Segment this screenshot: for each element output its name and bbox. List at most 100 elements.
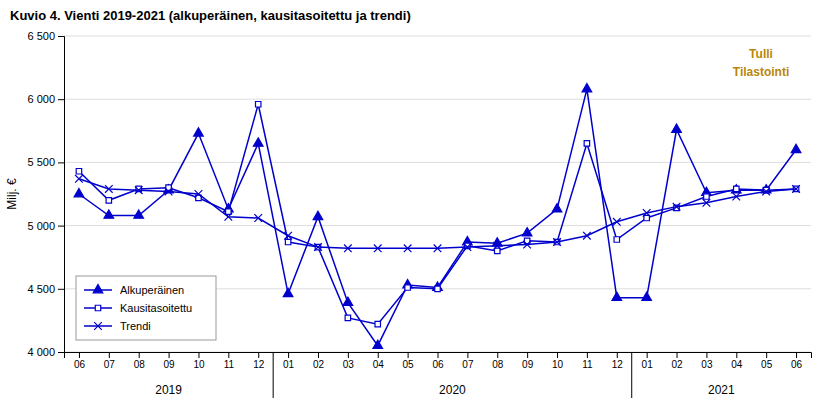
x-tick-label: 09 bbox=[522, 359, 534, 370]
x-tick: 01 bbox=[283, 352, 295, 370]
marker bbox=[762, 188, 770, 196]
line bbox=[79, 179, 796, 249]
x-tick: 11 bbox=[582, 352, 593, 370]
y-tick: 5 500 bbox=[27, 156, 64, 168]
marker bbox=[405, 285, 410, 290]
year-separator bbox=[273, 352, 274, 398]
series bbox=[75, 175, 800, 252]
y-tick-mark bbox=[58, 162, 64, 163]
x-axis-line bbox=[65, 353, 812, 359]
grid-line bbox=[64, 162, 811, 163]
x-tick-label: 03 bbox=[343, 359, 355, 370]
x-tick-label: 09 bbox=[164, 359, 176, 370]
x-tick-label: 04 bbox=[373, 359, 385, 370]
y-tick: 4 500 bbox=[27, 283, 64, 295]
plot: 4 0004 5005 0005 5006 0006 5000607080910… bbox=[27, 30, 811, 398]
legend-marker bbox=[95, 305, 100, 310]
marker bbox=[703, 199, 711, 207]
x-tick-label: 08 bbox=[492, 359, 504, 370]
marker bbox=[134, 210, 144, 218]
marker bbox=[673, 203, 681, 211]
y-tick-label: 4 000 bbox=[27, 346, 55, 358]
x-tick-mark bbox=[706, 352, 707, 358]
series bbox=[74, 84, 801, 349]
x-tick: 06 bbox=[432, 352, 444, 370]
y-tick-label: 5 500 bbox=[27, 156, 55, 168]
y-tick-mark bbox=[58, 36, 64, 37]
x-tick-mark bbox=[766, 352, 767, 358]
marker bbox=[642, 292, 652, 300]
legend-label: Kausitasoitettu bbox=[120, 302, 192, 314]
x-tick-label: 02 bbox=[313, 359, 325, 370]
marker bbox=[253, 138, 263, 146]
marker bbox=[464, 243, 472, 251]
x-tick-label: 06 bbox=[74, 359, 86, 370]
y-tick-mark bbox=[58, 289, 64, 290]
marker bbox=[435, 286, 440, 291]
marker bbox=[552, 204, 562, 212]
x-tick-label: 04 bbox=[731, 359, 743, 370]
y-axis-title: Milj. € bbox=[5, 178, 19, 210]
x-tick-label: 08 bbox=[134, 359, 146, 370]
x-tick-label: 06 bbox=[432, 359, 444, 370]
x-tick-label: 01 bbox=[642, 359, 654, 370]
year-label: 2020 bbox=[439, 383, 466, 397]
x-tick: 05 bbox=[403, 352, 415, 370]
marker bbox=[734, 186, 739, 191]
x-tick-label: 03 bbox=[701, 359, 713, 370]
x-tick-mark bbox=[467, 352, 468, 358]
y-tick: 4 000 bbox=[27, 346, 64, 358]
x-tick-mark bbox=[527, 352, 528, 358]
year-axis: 201920202021 bbox=[155, 352, 735, 398]
line bbox=[79, 89, 796, 346]
grid-line bbox=[64, 225, 811, 226]
marker bbox=[375, 321, 380, 326]
y-tick: 6 000 bbox=[27, 93, 64, 105]
x-tick-mark bbox=[378, 352, 379, 358]
x-tick-label: 05 bbox=[761, 359, 773, 370]
marker bbox=[523, 241, 531, 249]
x-tick-mark bbox=[198, 352, 199, 358]
y-tick-label: 4 500 bbox=[27, 283, 55, 295]
x-tick: 06 bbox=[791, 352, 803, 370]
marker bbox=[493, 242, 501, 250]
x-tick-label: 01 bbox=[283, 359, 295, 370]
x-tick-mark bbox=[139, 352, 140, 358]
legend-item: Trendi bbox=[84, 320, 151, 332]
legend-marker bbox=[94, 322, 102, 330]
series-area bbox=[74, 84, 801, 349]
legend-marker bbox=[93, 284, 103, 292]
marker bbox=[74, 188, 84, 196]
marker bbox=[583, 232, 591, 240]
y-axis: 4 0004 5005 0005 5006 0006 500 bbox=[27, 30, 64, 358]
year-separator bbox=[631, 352, 632, 398]
marker bbox=[75, 175, 83, 183]
marker bbox=[344, 245, 352, 253]
marker bbox=[165, 188, 173, 196]
marker bbox=[672, 124, 682, 132]
x-tick-mark bbox=[288, 352, 289, 358]
x-tick: 10 bbox=[193, 352, 205, 370]
x-tick: 03 bbox=[701, 352, 713, 370]
marker bbox=[255, 102, 260, 107]
legend-item: Alkuperäinen bbox=[84, 284, 184, 296]
year-label: 2021 bbox=[708, 383, 735, 397]
marker bbox=[254, 214, 262, 222]
y-tick-mark bbox=[58, 226, 64, 227]
marker bbox=[791, 144, 801, 152]
x-tick-label: 12 bbox=[253, 359, 265, 370]
marker bbox=[314, 243, 322, 251]
x-tick-mark bbox=[109, 352, 110, 358]
x-tick: 08 bbox=[134, 352, 146, 370]
marker bbox=[225, 213, 233, 221]
marker bbox=[612, 292, 622, 300]
marker bbox=[226, 209, 231, 214]
marker bbox=[284, 232, 292, 240]
title: Kuvio 4. Vienti 2019-2021 (alkuperäinen,… bbox=[10, 8, 411, 23]
x-tick: 04 bbox=[731, 352, 743, 370]
marker bbox=[343, 297, 353, 305]
x-tick-mark bbox=[258, 352, 259, 358]
x-tick: 09 bbox=[164, 352, 176, 370]
x-tick: 02 bbox=[313, 352, 325, 370]
legend: Alkuperäinen Kausitasoitettu Trendi bbox=[76, 276, 216, 340]
